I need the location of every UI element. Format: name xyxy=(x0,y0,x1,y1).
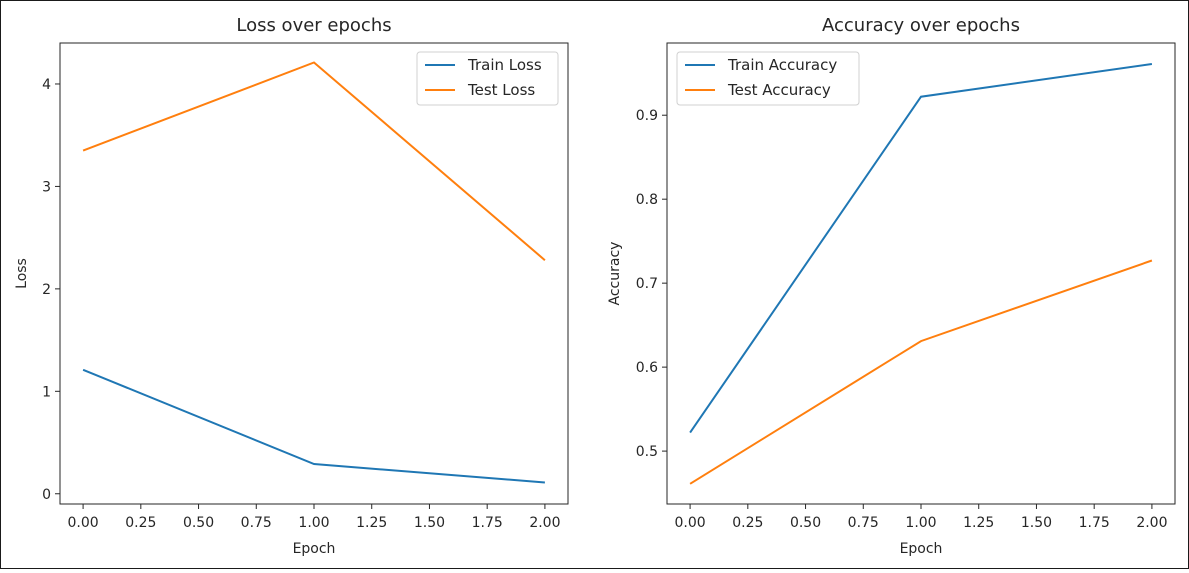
x-tick-label: 0.00 xyxy=(68,515,99,531)
x-tick-label: 1.00 xyxy=(298,515,329,531)
series-line-test-loss xyxy=(82,61,546,261)
y-tick-label: 0 xyxy=(42,487,51,503)
x-tick-label: 1.75 xyxy=(1079,515,1110,531)
y-axis-label: Loss xyxy=(14,258,30,289)
x-tick-label: 1.00 xyxy=(905,515,936,531)
x-tick-label: 0.50 xyxy=(790,515,821,531)
accuracy-chart: 0.00 0.25 0.50 0.75 1.00 1.25 1.50 1.75 2.00 0.5 0… xyxy=(607,15,1176,557)
loss-chart: 0.00 0.25 0.50 0.75 1.00 1.25 1.50 1.75 2.00 0 1 2 3… xyxy=(14,15,569,557)
y-tick-label: 1 xyxy=(42,384,51,400)
x-tick-label: 2.00 xyxy=(529,515,560,531)
y-tick-label: 0.5 xyxy=(636,444,658,460)
series-line-train-accuracy xyxy=(689,63,1153,434)
y-tick-label: 3 xyxy=(42,179,51,195)
y-tick-label: 2 xyxy=(42,282,51,298)
x-tick-label: 0.00 xyxy=(675,515,706,531)
series-line-train-loss xyxy=(82,368,545,484)
x-tick-label: 0.75 xyxy=(241,515,272,531)
x-tick-label: 1.50 xyxy=(414,515,445,531)
legend-label: Test Accuracy xyxy=(727,81,831,99)
y-axis-label: Accuracy xyxy=(607,242,623,306)
axes-frame xyxy=(666,42,1176,505)
x-tick-label: 0.25 xyxy=(125,515,156,531)
x-tick-label: 0.25 xyxy=(732,515,763,531)
x-tick-label: 1.75 xyxy=(472,515,503,531)
x-tick-label: 1.25 xyxy=(356,515,387,531)
x-axis-label: Epoch xyxy=(293,541,336,557)
legend-label: Train Accuracy xyxy=(727,56,837,74)
x-tick-label: 1.50 xyxy=(1021,515,1052,531)
y-tick-label: 0.6 xyxy=(636,360,658,376)
x-tick-label: 1.25 xyxy=(963,515,994,531)
chart-title: Loss over epochs xyxy=(236,15,391,36)
y-tick-label: 0.8 xyxy=(636,192,658,208)
axes-frame xyxy=(59,42,569,505)
y-tick-label: 4 xyxy=(42,77,51,93)
y-tick-label: 0.7 xyxy=(636,276,658,292)
x-axis-label: Epoch xyxy=(900,541,943,557)
y-tick-label: 0.9 xyxy=(636,108,658,124)
x-tick-label: 2.00 xyxy=(1136,515,1167,531)
x-tick-label: 0.50 xyxy=(183,515,214,531)
legend-label: Train Loss xyxy=(467,56,542,74)
legend-label: Test Loss xyxy=(467,81,535,99)
legend-box xyxy=(676,51,860,106)
x-tick-label: 0.75 xyxy=(848,515,879,531)
series-line-test-accuracy xyxy=(689,259,1153,485)
chart-title: Accuracy over epochs xyxy=(822,15,1020,36)
